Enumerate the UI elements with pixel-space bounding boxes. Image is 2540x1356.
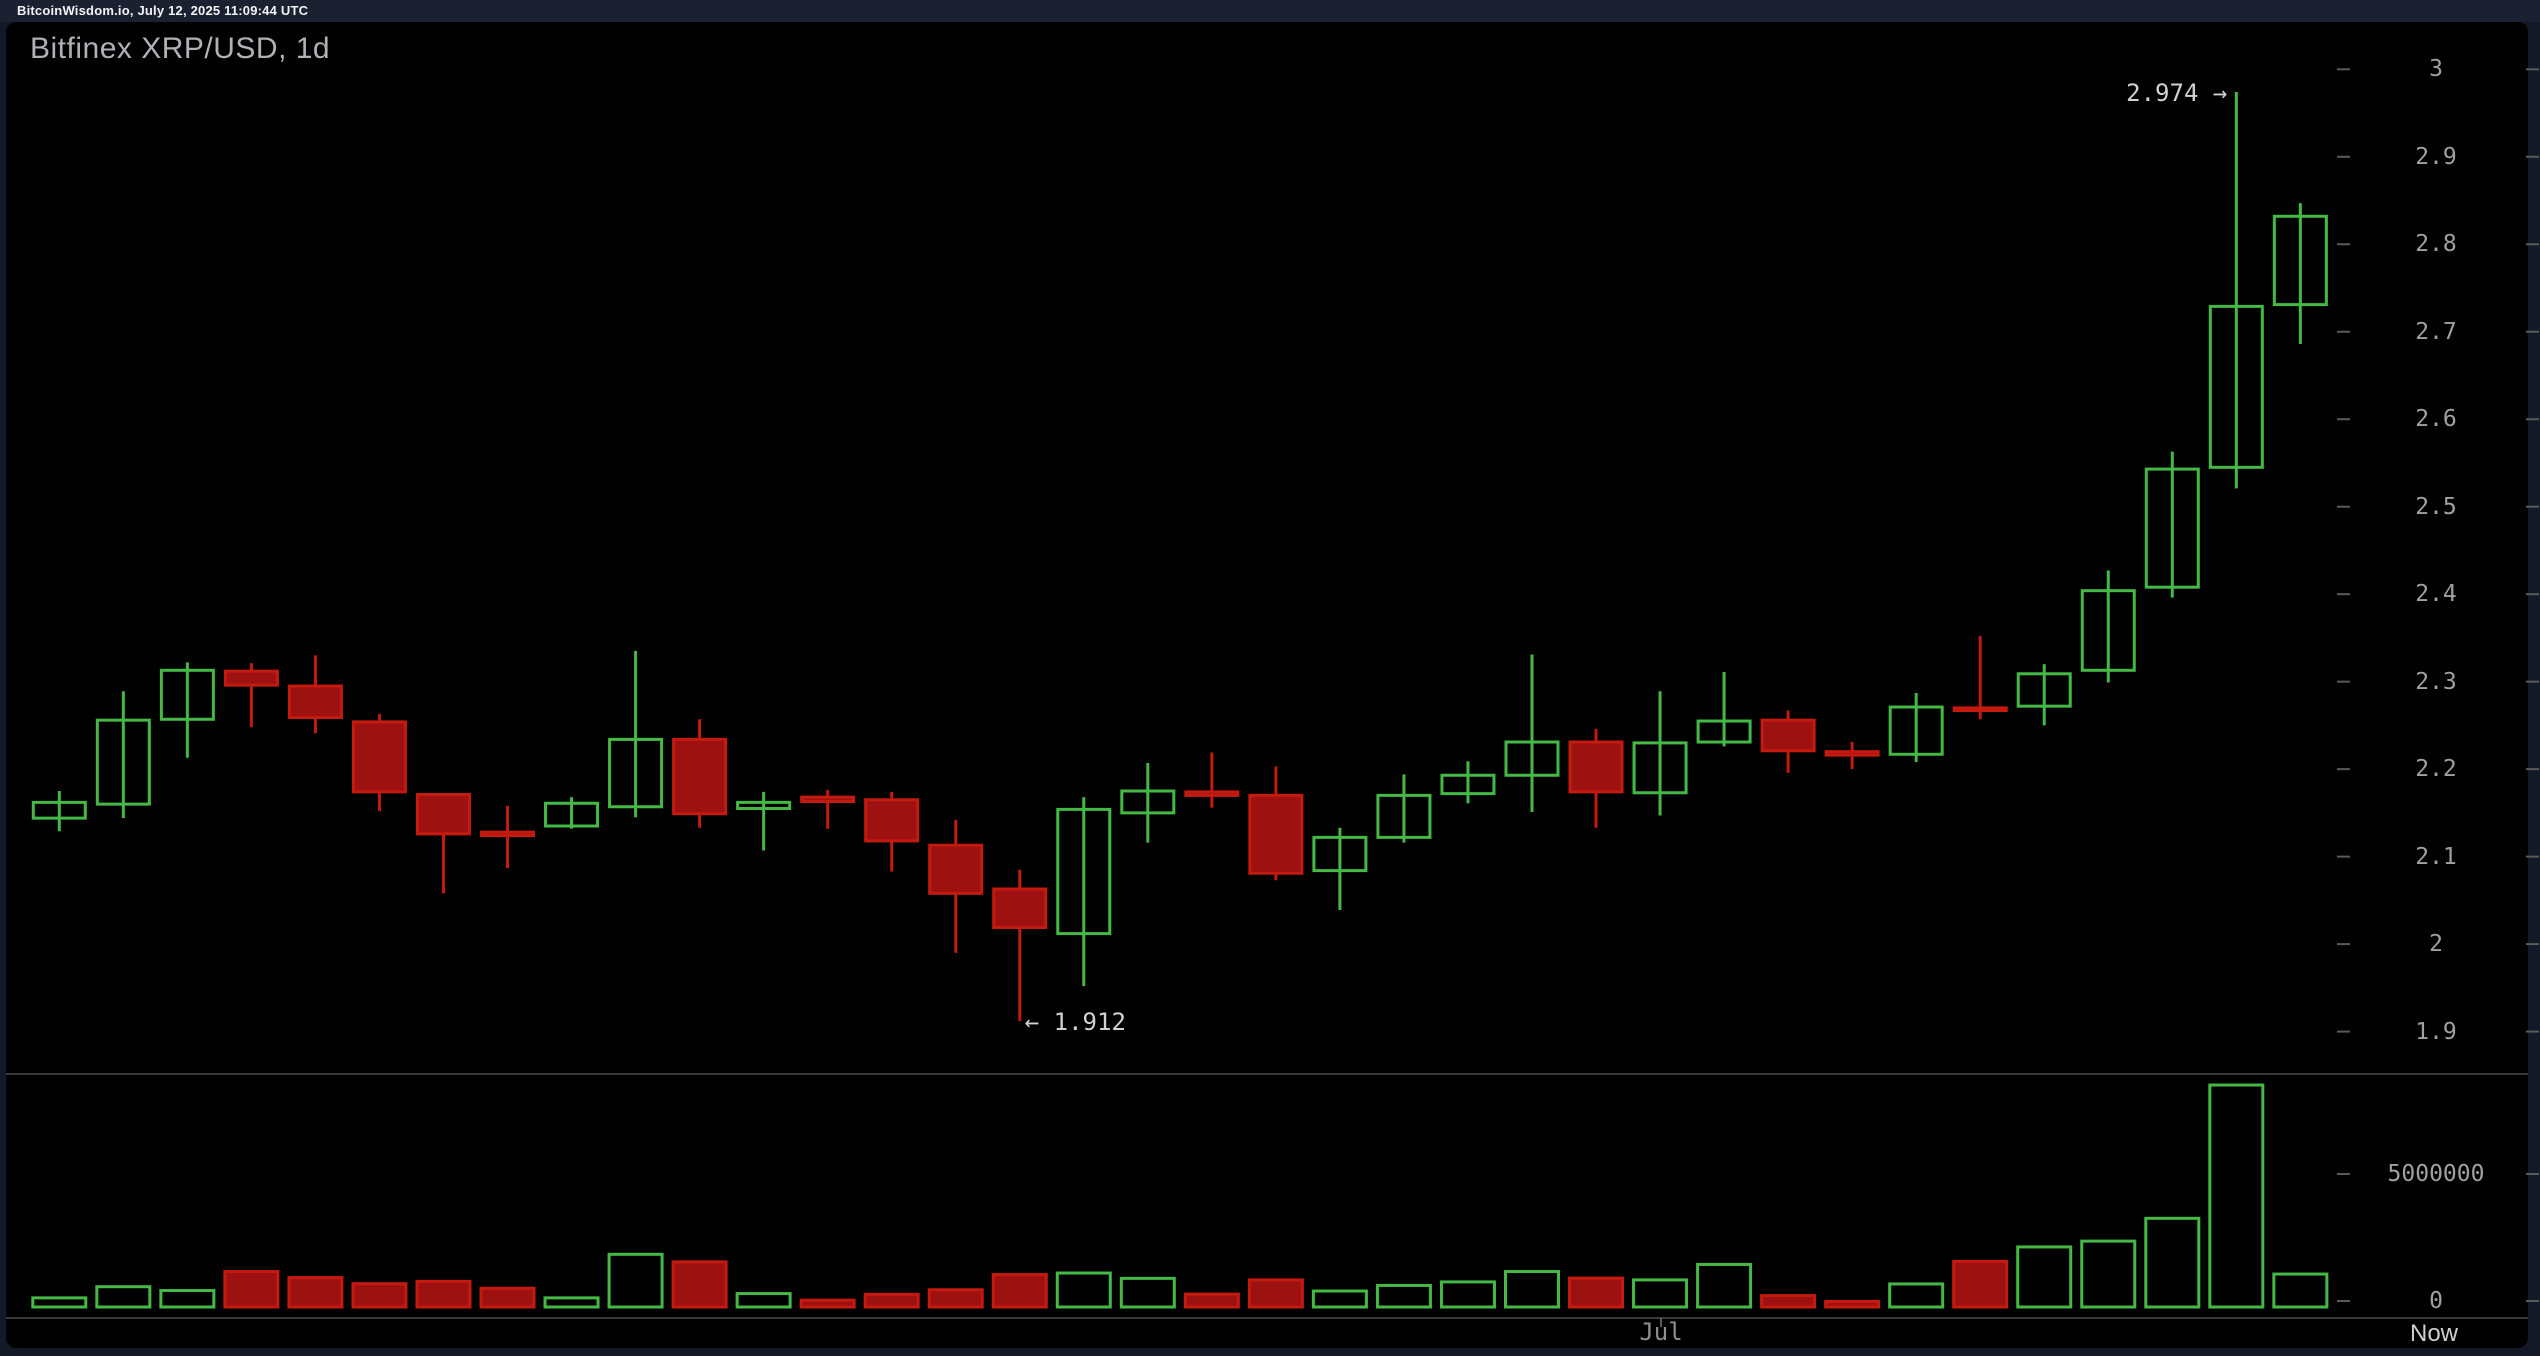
candle-body-up bbox=[1312, 835, 1368, 873]
price-axis-label: 2 bbox=[2429, 931, 2443, 958]
candle-body-up bbox=[1120, 789, 1176, 815]
volume-bar-up bbox=[1503, 1270, 1560, 1309]
time-axis-label-now: Now bbox=[2409, 1320, 2458, 1347]
candle-body-down bbox=[800, 795, 856, 804]
volume-bar-up bbox=[2016, 1245, 2073, 1309]
header-title: BitcoinWisdom.io, July 12, 2025 11:09:44… bbox=[17, 3, 309, 18]
volume-bar-down bbox=[1183, 1292, 1240, 1309]
candle-body-down bbox=[351, 720, 407, 794]
candle-body-down bbox=[928, 843, 984, 895]
volume-bar-up bbox=[1439, 1280, 1496, 1309]
volume-bar-down bbox=[415, 1279, 472, 1309]
price-axis-label: 2.2 bbox=[2415, 756, 2457, 783]
candle-body-down bbox=[223, 669, 279, 687]
volume-bar-up bbox=[2208, 1083, 2265, 1309]
candle-body-up bbox=[2208, 304, 2264, 469]
volume-bar-down bbox=[1824, 1299, 1881, 1309]
price-axis-label: 2.4 bbox=[2415, 581, 2457, 608]
candle-body-down bbox=[992, 887, 1048, 929]
candle-body-down bbox=[1184, 790, 1240, 797]
volume-bar-up bbox=[1632, 1278, 1689, 1309]
price-axis-label: 2.9 bbox=[2415, 143, 2457, 170]
candle-body-up bbox=[608, 737, 664, 809]
candle-body-down bbox=[480, 830, 536, 838]
candle-body-down bbox=[1568, 740, 1624, 794]
candle-body-up bbox=[31, 800, 87, 820]
volume-bar-up bbox=[1311, 1289, 1368, 1309]
volume-bar-up bbox=[159, 1289, 216, 1309]
volume-bar-up bbox=[2144, 1216, 2201, 1309]
candle-body-down bbox=[1760, 718, 1816, 753]
volume-bar-down bbox=[1760, 1294, 1817, 1309]
chart-panel[interactable] bbox=[6, 22, 2528, 1348]
volume-bar-up bbox=[95, 1285, 152, 1309]
volume-bar-up bbox=[607, 1252, 664, 1309]
volume-bar-down bbox=[671, 1260, 728, 1309]
volume-bar-up bbox=[1119, 1276, 1176, 1309]
volume-bar-up bbox=[31, 1296, 88, 1309]
candle-body-up bbox=[1888, 705, 1944, 756]
candle-body-down bbox=[672, 737, 728, 816]
volume-bar-down bbox=[863, 1292, 920, 1309]
candle-body-up bbox=[1440, 773, 1496, 796]
volume-bar-up bbox=[1055, 1271, 1112, 1309]
price-axis-label: 1.9 bbox=[2415, 1018, 2457, 1045]
price-axis-label: 2.7 bbox=[2415, 318, 2457, 345]
candle-body-up bbox=[2080, 589, 2136, 672]
volume-bar-down bbox=[479, 1286, 536, 1309]
price-axis-label: 2.3 bbox=[2415, 668, 2457, 695]
candle-body-down bbox=[1824, 750, 1880, 757]
volume-axis-label: 0 bbox=[2429, 1288, 2443, 1314]
volume-bar-down bbox=[1952, 1259, 2009, 1309]
candle-body-up bbox=[1504, 740, 1560, 777]
candle-body-up bbox=[1376, 793, 1432, 839]
candle-body-up bbox=[2144, 467, 2200, 589]
price-axis-label: 2.1 bbox=[2415, 843, 2457, 870]
volume-bar-down bbox=[223, 1270, 280, 1309]
time-axis-label-jul: Jul bbox=[1639, 1318, 1683, 1346]
price-axis-label: 2.6 bbox=[2415, 406, 2457, 433]
volume-bar-down bbox=[287, 1276, 344, 1309]
candle-body-down bbox=[1248, 793, 1304, 875]
candle-body-up bbox=[159, 668, 215, 721]
candle-body-down bbox=[864, 798, 920, 843]
volume-bar-down bbox=[351, 1282, 408, 1309]
volume-bar-up bbox=[735, 1292, 792, 1309]
volume-bar-up bbox=[2272, 1272, 2329, 1309]
candle-body-up bbox=[95, 718, 151, 806]
candle-body-up bbox=[2016, 672, 2072, 708]
candle-body-down bbox=[287, 684, 343, 720]
volume-bar-down bbox=[799, 1298, 856, 1309]
price-axis-label: 2.5 bbox=[2415, 493, 2457, 520]
volume-axis-label: 5000000 bbox=[2387, 1161, 2485, 1187]
volume-bar-down bbox=[927, 1288, 984, 1309]
candle-body-down bbox=[415, 793, 471, 836]
chart-title: Bitfinex XRP/USD, 1d bbox=[30, 32, 331, 65]
volume-bar-down bbox=[1568, 1276, 1625, 1309]
candle-body-up bbox=[736, 800, 792, 811]
price-axis-label: 2.8 bbox=[2415, 231, 2457, 258]
volume-bar-up bbox=[2080, 1239, 2137, 1309]
candle-body-up bbox=[1632, 741, 1688, 795]
candle-body-up bbox=[544, 801, 600, 828]
high-price-annotation: 2.974 → bbox=[2126, 79, 2228, 108]
volume-bar-down bbox=[991, 1273, 1048, 1309]
candle-body-up bbox=[1696, 719, 1752, 744]
candle-body-down bbox=[1952, 706, 2008, 713]
candle-body-up bbox=[2272, 214, 2328, 307]
header-bar: BitcoinWisdom.io, July 12, 2025 11:09:44… bbox=[0, 0, 2540, 22]
candle-body-up bbox=[1056, 807, 1112, 936]
volume-bar-up bbox=[1696, 1262, 1753, 1309]
volume-bar-up bbox=[1375, 1283, 1432, 1309]
volume-bar-down bbox=[1247, 1278, 1304, 1309]
volume-bar-up bbox=[1888, 1282, 1945, 1309]
low-price-annotation: ← 1.912 bbox=[1024, 1008, 1126, 1037]
price-axis-label: 3 bbox=[2429, 56, 2443, 83]
volume-bar-up bbox=[543, 1296, 600, 1309]
